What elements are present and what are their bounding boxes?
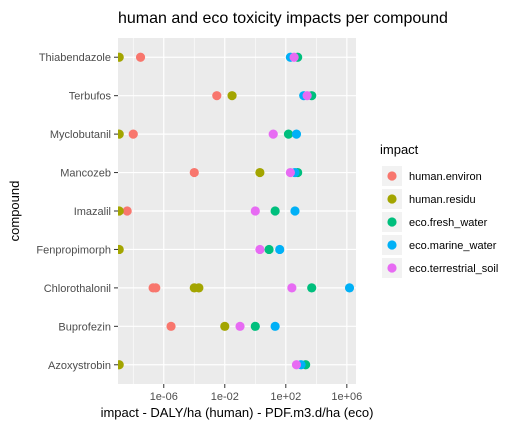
data-point-eco-terrestrial-soil bbox=[302, 91, 312, 101]
legend-label: eco.terrestrial_soil bbox=[409, 263, 498, 275]
legend-label: human.environ bbox=[409, 171, 482, 183]
x-axis: 1e-06 1e-02 1e+02 1e+06 bbox=[150, 384, 362, 403]
data-point-human-residu bbox=[118, 52, 124, 62]
data-point-eco-terrestrial-soil bbox=[289, 52, 299, 62]
data-point-human-environ bbox=[166, 321, 176, 331]
data-point-eco-fresh-water bbox=[283, 129, 294, 139]
x-tick-label: 1e+02 bbox=[270, 391, 301, 403]
data-point-eco-terrestrial-soil bbox=[235, 321, 245, 331]
x-tick-label: 1e-02 bbox=[211, 391, 239, 403]
y-tick-label: Myclobutanil bbox=[50, 129, 111, 141]
legend-label: human.residu bbox=[409, 194, 476, 206]
data-points bbox=[118, 52, 355, 370]
data-point-eco-marine-water bbox=[291, 129, 302, 139]
data-point-eco-terrestrial-soil bbox=[255, 244, 265, 255]
data-point-human-environ bbox=[189, 167, 199, 178]
data-point-eco-marine-water bbox=[290, 206, 300, 216]
legend-label: eco.marine_water bbox=[409, 240, 497, 252]
legend-key-human-environ bbox=[387, 171, 397, 181]
data-point-human-residu bbox=[118, 129, 124, 139]
data-point-human-environ bbox=[135, 52, 146, 62]
major-gridlines bbox=[118, 38, 356, 384]
data-point-eco-marine-water bbox=[344, 283, 355, 293]
legend-title: impact bbox=[380, 142, 419, 157]
legend-label: eco.fresh_water bbox=[409, 217, 488, 229]
y-axis: Thiabendazole Terbufos Myclobutanil Mancoze… bbox=[36, 52, 118, 372]
y-tick-label: Azoxystrobin bbox=[48, 360, 111, 372]
data-point-human-residu bbox=[255, 167, 265, 178]
legend-key-eco-fresh-water bbox=[387, 217, 397, 227]
data-point-human-residu bbox=[118, 360, 124, 370]
legend: impact human.environ human.residu eco.fres… bbox=[380, 142, 498, 278]
data-point-eco-terrestrial-soil bbox=[268, 129, 278, 139]
data-point-human-environ bbox=[128, 129, 138, 139]
data-point-eco-fresh-water bbox=[250, 321, 260, 331]
data-point-eco-fresh-water bbox=[270, 206, 280, 216]
y-tick-label: Buprofezin bbox=[58, 321, 111, 333]
data-point-human-environ bbox=[122, 206, 132, 216]
x-tick-label: 1e+06 bbox=[331, 391, 362, 403]
legend-key-human-residu bbox=[387, 194, 397, 204]
y-axis-title: compound bbox=[7, 181, 22, 242]
y-tick-label: Imazalil bbox=[74, 206, 111, 218]
data-point-eco-fresh-water bbox=[264, 244, 274, 255]
data-point-eco-marine-water bbox=[275, 244, 285, 255]
data-point-eco-terrestrial-soil bbox=[285, 167, 295, 178]
data-point-human-environ bbox=[212, 91, 222, 101]
data-point-human-environ bbox=[151, 283, 161, 293]
x-axis-title: impact - DALY/ha (human) - PDF.m3.d/ha (… bbox=[101, 405, 374, 420]
y-tick-label: Thiabendazole bbox=[39, 52, 111, 64]
y-tick-label: Chlorothalonil bbox=[44, 283, 111, 295]
data-point-eco-terrestrial-soil bbox=[291, 360, 302, 370]
data-point-eco-terrestrial-soil bbox=[287, 283, 297, 293]
data-point-human-residu bbox=[118, 206, 124, 216]
y-tick-label: Fenpropimorph bbox=[36, 244, 111, 256]
x-tick-label: 1e-06 bbox=[150, 391, 178, 403]
data-point-human-residu bbox=[227, 91, 237, 101]
data-point-human-residu bbox=[220, 321, 230, 331]
data-point-eco-terrestrial-soil bbox=[250, 206, 260, 216]
legend-key-eco-marine-water bbox=[387, 240, 397, 250]
chart-title: human and eco toxicity impacts per compo… bbox=[118, 10, 448, 27]
data-point-eco-fresh-water bbox=[307, 283, 317, 293]
data-point-human-residu bbox=[194, 283, 204, 293]
data-point-human-residu bbox=[118, 244, 124, 255]
y-tick-label: Mancozeb bbox=[60, 168, 111, 180]
legend-key-eco-terrestrial-soil bbox=[387, 263, 397, 273]
y-tick-label: Terbufos bbox=[69, 91, 112, 103]
data-point-eco-marine-water bbox=[270, 321, 280, 331]
